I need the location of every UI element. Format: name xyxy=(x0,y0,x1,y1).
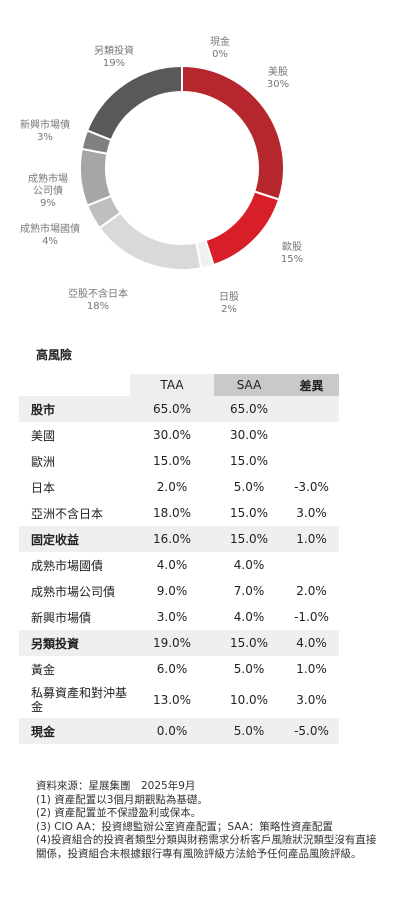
row-label: 固定收益 xyxy=(19,526,130,552)
table-row: 私募資產和對沖基金 13.0% 10.0% 3.0% xyxy=(19,682,339,718)
row-taa: 6.0% xyxy=(156,662,188,676)
row-diff: -5.0% xyxy=(284,718,339,744)
footnote-line: (1) 資產配置以3個月期觀點為基礎。 xyxy=(36,793,208,806)
table-row: 新興市場債 3.0% 4.0% -1.0% xyxy=(19,604,339,630)
row-diff: 2.0% xyxy=(296,584,327,598)
footnote-line: (4)投資組合的投資者類型分類與財務需求分析客戶風險狀況類型沒有直接關係，投資組… xyxy=(36,834,377,860)
table-header-row: TAA SAA 差異 xyxy=(19,374,339,396)
row-taa: 30.0% xyxy=(152,428,192,442)
slice-label: 美股 30% xyxy=(267,65,289,90)
row-saa: 15.0% xyxy=(214,526,284,552)
row-label: 股市 xyxy=(19,396,130,422)
header-diff: 差異 xyxy=(284,374,339,396)
table-row: 歐洲 15.0% 15.0% xyxy=(19,448,339,474)
row-taa: 4.0% xyxy=(156,558,188,572)
header-taa: TAA xyxy=(130,374,214,396)
row-label: 歐洲 xyxy=(31,454,56,469)
row-label: 黃金 xyxy=(31,662,56,677)
row-diff: -3.0% xyxy=(294,480,329,494)
table-row: 成熟市場國債 4.0% 4.0% xyxy=(19,552,339,578)
allocation-donut-chart: 現金 0% 美股 30% 歐股 15% 日股 2% 亞股不含日本 18% 成熟市場國債 4% 成熟市場公… xyxy=(20,35,303,315)
row-label: 成熟市場公司債 xyxy=(31,584,116,599)
row-saa: 15.0% xyxy=(229,454,269,468)
donut-slice xyxy=(204,190,281,267)
section-title: 高風險 xyxy=(36,348,73,362)
row-diff: 3.0% xyxy=(296,693,327,707)
row-taa: 9.0% xyxy=(156,584,188,598)
table-row: 亞洲不含日本 18.0% 15.0% 3.0% xyxy=(19,500,339,526)
row-diff xyxy=(284,552,339,578)
row-saa: 5.0% xyxy=(233,480,265,494)
row-saa: 7.0% xyxy=(233,584,265,598)
slice-label: 新興市場債 3% xyxy=(20,118,70,143)
row-label: 日本 xyxy=(31,480,56,495)
footnote-line: (3) CIO AA：投資總監辦公室資產配置；SAA：策略性資產配置 xyxy=(36,820,333,833)
donut-slice xyxy=(98,211,203,271)
row-diff: 1.0% xyxy=(284,526,339,552)
table-row: 現金 0.0% 5.0% -5.0% xyxy=(19,718,339,744)
table-row: 美國 30.0% 30.0% xyxy=(19,422,339,448)
row-taa: 3.0% xyxy=(156,610,188,624)
slice-label: 現金 0% xyxy=(210,35,230,60)
row-diff: 1.0% xyxy=(296,662,327,676)
slice-label: 成熟市場公司債 9% xyxy=(28,172,68,209)
header-empty-cell xyxy=(19,374,130,396)
row-label: 新興市場債 xyxy=(31,610,92,625)
row-taa: 13.0% xyxy=(152,693,192,707)
row-diff xyxy=(284,396,339,422)
row-label: 成熟市場國債 xyxy=(31,558,104,573)
slice-label: 日股 2% xyxy=(219,291,239,315)
row-taa: 2.0% xyxy=(156,480,188,494)
row-saa: 5.0% xyxy=(214,718,284,744)
row-taa: 65.0% xyxy=(130,396,214,422)
row-taa: 0.0% xyxy=(130,718,214,744)
row-taa: 16.0% xyxy=(130,526,214,552)
row-diff: 3.0% xyxy=(296,506,327,520)
table-row: 另類投資 19.0% 15.0% 4.0% xyxy=(19,630,339,656)
allocation-table: TAA SAA 差異 股市 65.0% 65.0% 美國 30.0% 30.0% 歐洲 15.… xyxy=(19,374,339,744)
row-saa: 15.0% xyxy=(214,630,284,656)
row-saa: 4.0% xyxy=(233,610,265,624)
row-label: 亞洲不含日本 xyxy=(31,506,104,521)
row-label: 美國 xyxy=(31,428,56,443)
table-row: 固定收益 16.0% 15.0% 1.0% xyxy=(19,526,339,552)
row-diff xyxy=(284,448,339,474)
donut-slice xyxy=(79,147,113,207)
row-taa: 18.0% xyxy=(152,506,192,520)
row-label: 另類投資 xyxy=(19,630,130,656)
row-saa: 5.0% xyxy=(233,662,265,676)
table-row: 成熟市場公司債 9.0% 7.0% 2.0% xyxy=(19,578,339,604)
slice-label: 另類投資 19% xyxy=(94,44,134,69)
row-saa: 15.0% xyxy=(229,506,269,520)
row-diff xyxy=(284,422,339,448)
slice-label: 亞股不含日本 18% xyxy=(68,287,128,312)
slice-label: 歐股 15% xyxy=(281,240,303,265)
footnote-line: 資料來源：星展集團 2025年9月 xyxy=(36,780,196,792)
row-saa: 4.0% xyxy=(233,558,265,572)
slice-label: 成熟市場國債 4% xyxy=(20,222,80,247)
row-label: 私募資產和對沖基金 xyxy=(31,686,128,714)
row-saa: 65.0% xyxy=(214,396,284,422)
row-diff: 4.0% xyxy=(284,630,339,656)
row-saa: 10.0% xyxy=(229,693,269,707)
table-row: 黃金 6.0% 5.0% 1.0% xyxy=(19,656,339,682)
footnote-line: (2) 資產配置並不保證盈利或保本。 xyxy=(36,807,202,820)
table-row: 日本 2.0% 5.0% -3.0% xyxy=(19,474,339,500)
footnotes: 資料來源：星展集團 2025年9月 (1) 資產配置以3個月期觀點為基礎。 (2) … xyxy=(36,780,381,862)
donut-slice xyxy=(85,64,183,142)
row-taa: 19.0% xyxy=(130,630,214,656)
row-taa: 15.0% xyxy=(152,454,192,468)
table-row: 股市 65.0% 65.0% xyxy=(19,396,339,422)
row-label: 現金 xyxy=(19,718,130,744)
row-saa: 30.0% xyxy=(229,428,269,442)
row-diff: -1.0% xyxy=(294,610,329,624)
header-saa: SAA xyxy=(214,374,284,396)
